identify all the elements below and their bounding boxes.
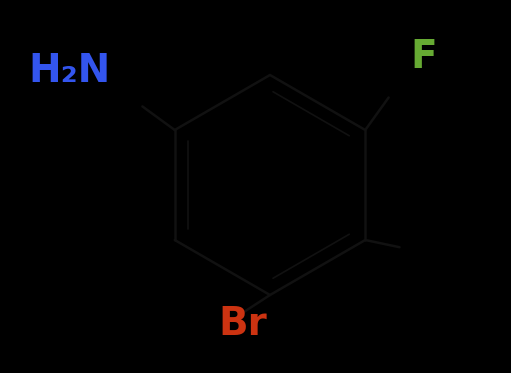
Text: H₂N: H₂N [28, 52, 110, 90]
Text: Br: Br [218, 305, 267, 343]
Text: F: F [410, 38, 436, 76]
